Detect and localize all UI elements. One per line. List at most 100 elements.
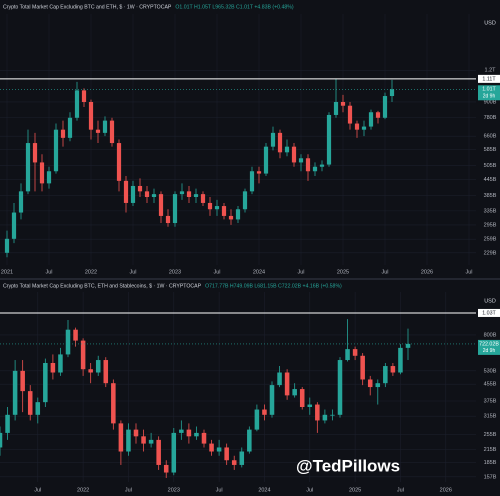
- candle: [18, 183, 24, 220]
- candle-body: [11, 212, 17, 239]
- candle-body: [73, 329, 78, 341]
- x-tick-label: Jul: [34, 487, 41, 493]
- candle-body: [25, 143, 31, 192]
- y-tick-label: 157B: [484, 474, 497, 480]
- y-tick-label: 530B: [484, 368, 497, 374]
- candle: [5, 407, 10, 440]
- candle-body: [221, 206, 227, 216]
- x-tick-label: 2022: [85, 269, 97, 275]
- y-tick-label: 315B: [484, 414, 497, 420]
- candle-body: [171, 432, 177, 473]
- candle: [345, 319, 350, 362]
- candle-body: [103, 360, 109, 384]
- candle: [375, 110, 381, 124]
- ohlc-readout: O717.77B H749.09B L681.15B C722.02B +4.1…: [205, 283, 342, 289]
- level-tag: [478, 308, 500, 317]
- y-tick-label: 185B: [484, 460, 497, 466]
- candle-body: [360, 355, 365, 380]
- candle-body: [102, 120, 108, 133]
- candle-body: [333, 101, 339, 115]
- x-tick-label: 2024: [253, 269, 265, 275]
- candle-body: [361, 126, 367, 130]
- candle: [27, 385, 33, 421]
- candle: [256, 166, 262, 184]
- candle-body: [352, 349, 358, 356]
- candle: [270, 126, 276, 151]
- y-tick-label: 259B: [484, 237, 497, 243]
- candle-body: [123, 180, 129, 203]
- last-price-label: 1.01T: [482, 87, 496, 93]
- candle-body: [12, 370, 18, 415]
- candle-body: [242, 191, 248, 210]
- x-tick-label: Jul: [129, 269, 136, 275]
- candle: [141, 429, 146, 452]
- candle: [319, 160, 325, 172]
- candle: [109, 117, 115, 147]
- candle: [116, 139, 122, 192]
- watermark: @TedPillows: [296, 456, 400, 475]
- candle-body: [235, 209, 241, 220]
- candle-body: [307, 404, 313, 408]
- y-tick-label: 1.2T: [484, 68, 496, 74]
- candle: [284, 139, 290, 157]
- candle-body: [269, 385, 275, 415]
- candle: [254, 404, 260, 432]
- candle-body: [214, 206, 220, 210]
- candle-body: [228, 215, 234, 220]
- candle-body: [239, 451, 245, 465]
- candle-body: [312, 166, 318, 172]
- candle: [277, 129, 283, 159]
- candle-body: [256, 171, 262, 174]
- candle: [65, 319, 71, 358]
- x-tick-label: 2026: [421, 269, 433, 275]
- candle-body: [53, 129, 59, 172]
- candle: [235, 206, 241, 224]
- candle-body: [292, 389, 297, 396]
- ohlc-readout: O1.01T H1.05T L965.32B C1.01T +4.83B (+0…: [175, 4, 294, 10]
- candle: [298, 154, 304, 172]
- last-price-label: 722.02B: [479, 341, 499, 347]
- candle-body: [151, 194, 157, 197]
- candle-body: [319, 164, 325, 167]
- candle-body: [32, 143, 38, 163]
- x-tick-label: 2022: [77, 487, 89, 493]
- y-tick-label: 375B: [484, 398, 497, 404]
- candle: [284, 369, 290, 400]
- candle: [58, 347, 63, 376]
- y-tick-label: 445B: [484, 177, 497, 183]
- candle-body: [405, 343, 411, 348]
- candle: [312, 162, 318, 176]
- candle-body: [111, 383, 116, 424]
- x-tick-label: 2023: [168, 487, 180, 493]
- candle-body: [81, 90, 87, 102]
- candle: [333, 78, 339, 118]
- candle: [137, 178, 143, 197]
- x-tick-label: 2026: [440, 487, 452, 493]
- chart-title: Crypto Total Market Cap Excluding BTC an…: [3, 4, 172, 10]
- candle: [390, 362, 396, 376]
- candle: [247, 426, 252, 454]
- y-tick-label: 385B: [484, 193, 497, 199]
- candle-body: [382, 96, 388, 118]
- candle-body: [375, 112, 381, 118]
- candle-body: [144, 191, 150, 197]
- candle: [12, 360, 18, 421]
- candle-body: [298, 158, 304, 163]
- candle-body: [398, 347, 403, 373]
- candle-body: [0, 432, 3, 448]
- candle: [20, 360, 25, 413]
- y-tick-label: 455B: [484, 382, 497, 388]
- candle-body: [340, 101, 346, 106]
- candle-body: [133, 429, 139, 437]
- candle-body: [322, 414, 328, 421]
- y-tick-label: 335B: [484, 208, 497, 214]
- candle-body: [95, 129, 101, 133]
- x-tick-label: Jul: [306, 487, 313, 493]
- currency-label: USD: [484, 298, 496, 304]
- candle-body: [179, 429, 184, 433]
- candle: [398, 344, 403, 375]
- candle-body: [367, 379, 373, 388]
- candle: [231, 455, 237, 470]
- candle-body: [224, 447, 229, 461]
